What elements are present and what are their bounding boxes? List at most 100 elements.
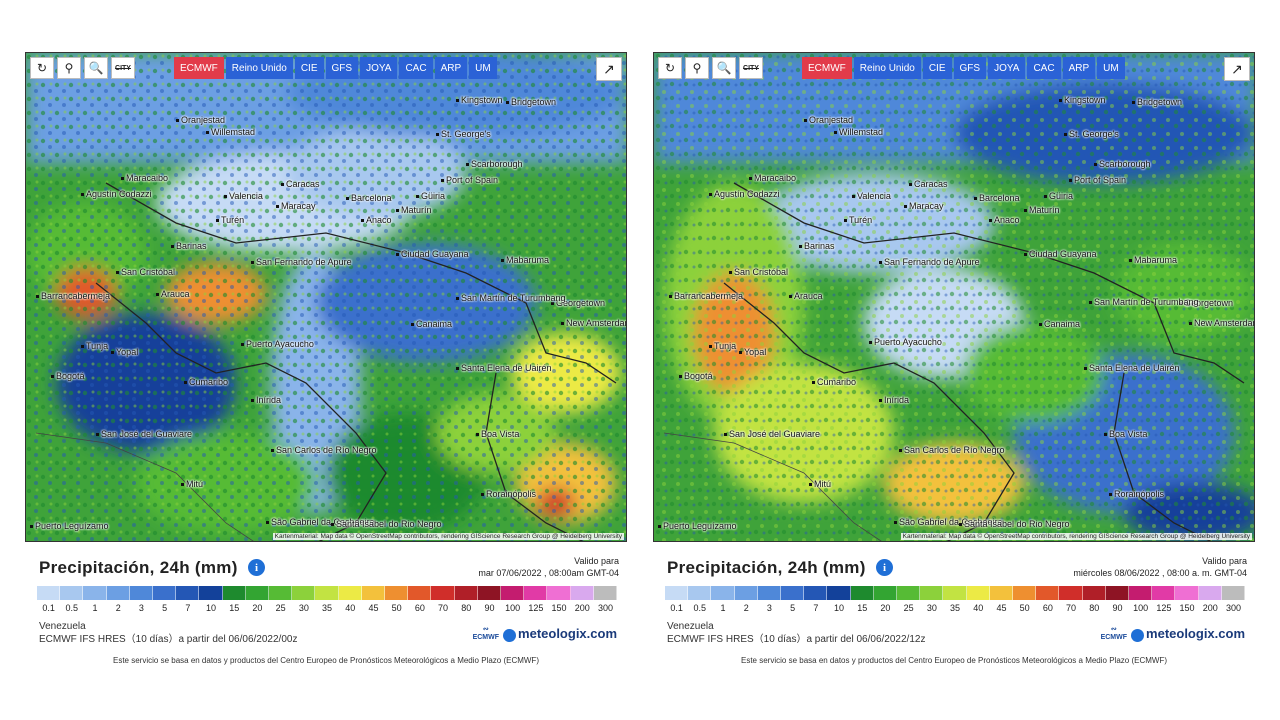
legend-tick-label: 25 (275, 603, 286, 613)
precipitation-map[interactable]: ↻ ⚲ 🔍 CITY ECMWF Reino Unido CIE GFS JOY… (25, 52, 627, 542)
info-icon[interactable]: i (248, 559, 265, 576)
place-label: Ciudad Guayana (396, 249, 469, 259)
legend-tick-label: 200 (1202, 603, 1218, 613)
legend-color-cell (920, 586, 944, 600)
model-tabs: ECMWF Reino Unido CIE GFS JOYA CAC ARP U… (802, 57, 1125, 79)
place-label: San José del Guaviare (96, 429, 192, 439)
legend-color-cell (688, 586, 712, 600)
refresh-icon[interactable]: ↻ (658, 57, 682, 79)
legend-tick-label: 35 (950, 603, 961, 613)
legend-tick-label: 45 (996, 603, 1007, 613)
city-icon[interactable]: CITY (111, 57, 135, 79)
place-label: Tunja (709, 341, 736, 351)
model-info: Venezuela ECMWF IFS HRES（10 días）a parti… (667, 620, 925, 646)
legend-color-cell (176, 586, 200, 600)
legend-tick-label: 80 (1089, 603, 1100, 613)
tab-cac[interactable]: CAC (1027, 57, 1061, 79)
tab-reino-unido[interactable]: Reino Unido (225, 57, 293, 79)
place-label: Bogotá (679, 371, 713, 381)
legend-tick-labels: 0.1 0.5 1 2 3 5 7 10 15 20 25 30 35 40 45 50 60 70 80 90 100… (665, 603, 1245, 613)
color-legend: 0.1 0.5 1 2 3 5 7 10 15 20 25 30 35 40 45 50 60 70 80 90 100… (653, 586, 1255, 620)
legend-color-cell (757, 586, 782, 600)
location-pin-icon[interactable]: ⚲ (57, 57, 81, 79)
tab-cac[interactable]: CAC (399, 57, 433, 79)
legend-color-cell (966, 586, 990, 600)
tab-um[interactable]: UM (1097, 57, 1125, 79)
place-label: Cumaribo (812, 377, 856, 387)
place-label: Bridgetown (506, 97, 556, 107)
legend-color-cell (315, 586, 339, 600)
legend-color-cell (431, 586, 455, 600)
ecmwf-logo: ∾ ECMWF (1100, 626, 1128, 641)
map-attribution[interactable]: Kartenmaterial: Map data © OpenStreetMap… (272, 533, 624, 540)
legend-tick-label: 10 (206, 603, 217, 613)
share-icon[interactable]: ↗ (596, 57, 622, 81)
legend-header: Precipitación, 24h (mm) i Valido para ma… (25, 552, 627, 586)
tab-arp[interactable]: ARP (434, 57, 468, 79)
meteologix-logo[interactable]: meteologix.com (503, 626, 617, 642)
place-label: Scarborough (466, 159, 523, 169)
legend-color-cell (477, 586, 502, 600)
tab-arp[interactable]: ARP (1062, 57, 1096, 79)
tab-ecmwf[interactable]: ECMWF (174, 57, 224, 79)
tab-cie[interactable]: CIE (922, 57, 952, 79)
tab-um[interactable]: UM (469, 57, 497, 79)
legend-color-cell (547, 586, 571, 600)
tab-gfs[interactable]: GFS (953, 57, 987, 79)
legend-tick-label: 40 (973, 603, 984, 613)
model-run: ECMWF IFS HRES（10 días）a partir del 06/0… (667, 634, 926, 645)
legend-tick-label: 10 (834, 603, 845, 613)
place-label: Mabaruma (1129, 255, 1177, 265)
place-label: Puerto Ayacucho (241, 339, 314, 349)
legend-color-cell (106, 586, 130, 600)
place-label: Oranjestad (176, 115, 225, 125)
place-label: Valencia (224, 191, 263, 201)
place-label: New Amsterdam (561, 318, 626, 328)
tab-gfs[interactable]: GFS (325, 57, 359, 79)
place-label: Turén (216, 215, 244, 225)
legend-tick-label: 50 (391, 603, 402, 613)
place-label: Willemstad (206, 127, 255, 137)
city-icon[interactable]: CITY (739, 57, 763, 79)
legend-tick-label: 7 (813, 603, 819, 613)
tab-ecmwf[interactable]: ECMWF (802, 57, 852, 79)
legend-tick-label: 15 (857, 603, 868, 613)
place-label: Santa Isabel do Rio Negro (331, 519, 442, 529)
place-label: San Fernando de Apure (251, 257, 352, 267)
legend-color-bar (37, 586, 618, 600)
place-label: Kingstown (456, 95, 503, 105)
place-label: Güiria (1044, 191, 1073, 201)
tab-cie[interactable]: CIE (294, 57, 324, 79)
forecast-panel-left: ↻ ⚲ 🔍 CITY ECMWF Reino Unido CIE GFS JOY… (25, 52, 627, 672)
map-attribution[interactable]: Kartenmaterial: Map data © OpenStreetMap… (900, 533, 1252, 540)
place-label: São Gabriel da Cachoeira (894, 517, 1003, 527)
info-icon[interactable]: i (876, 559, 893, 576)
share-icon[interactable]: ↗ (1224, 57, 1250, 81)
place-label: Anaco (989, 215, 1020, 225)
place-label: Canaima (1039, 319, 1080, 329)
place-label: Georgetown (1179, 298, 1233, 308)
meteologix-logo[interactable]: meteologix.com (1131, 626, 1245, 642)
precipitation-map[interactable]: ↻ ⚲ 🔍 CITY ECMWF Reino Unido CIE GFS JOY… (653, 52, 1255, 542)
zoom-icon[interactable]: 🔍 (712, 57, 736, 79)
tab-joya[interactable]: JOYA (988, 57, 1026, 79)
legend-color-cell (524, 586, 548, 600)
refresh-icon[interactable]: ↻ (30, 57, 54, 79)
place-label: Georgetown (551, 298, 605, 308)
legend-tick-label: 35 (322, 603, 333, 613)
legend-tick-label: 7 (185, 603, 191, 613)
location-pin-icon[interactable]: ⚲ (685, 57, 709, 79)
place-label: Yopal (111, 347, 138, 357)
legend-tick-label: 300 (1225, 603, 1241, 613)
place-label: Arauca (156, 289, 190, 299)
tab-reino-unido[interactable]: Reino Unido (853, 57, 921, 79)
legend-color-cell (501, 586, 525, 600)
map-toolbar: ↻ ⚲ 🔍 CITY (30, 57, 135, 79)
place-label: Barrancabermeja (36, 291, 110, 301)
legend-tick-label: 0.1 (670, 603, 683, 613)
zoom-icon[interactable]: 🔍 (84, 57, 108, 79)
legend-tick-label: 90 (484, 603, 495, 613)
tab-joya[interactable]: JOYA (360, 57, 398, 79)
place-label: Rorainópolis (1109, 489, 1164, 499)
place-label: Port of Spain (1069, 175, 1126, 185)
